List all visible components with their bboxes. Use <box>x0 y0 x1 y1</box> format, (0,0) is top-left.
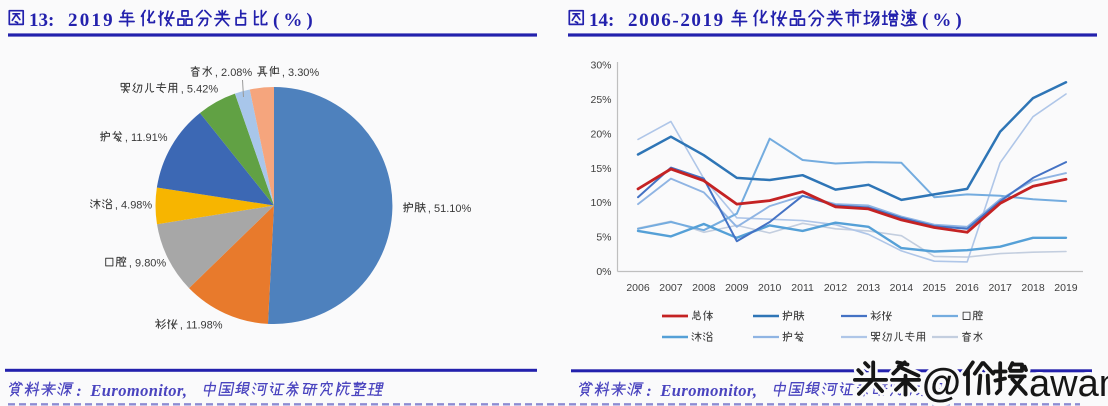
svg-text:2015: 2015 <box>923 282 947 294</box>
svg-text:, 3.30%: , 3.30% <box>282 67 320 79</box>
svg-text:, 4.98%: , 4.98% <box>115 199 153 211</box>
svg-text:2013: 2013 <box>857 282 881 294</box>
svg-text:30%: 30% <box>590 60 611 72</box>
svg-text:, 2.08%: , 2.08% <box>215 67 253 79</box>
svg-text:(%): (%) <box>922 10 966 31</box>
svg-text:2012: 2012 <box>824 282 848 294</box>
svg-text:25%: 25% <box>590 94 611 106</box>
svg-text:20%: 20% <box>590 128 611 140</box>
svg-text:2019: 2019 <box>68 10 115 31</box>
svg-text:Euromonitor,: Euromonitor, <box>89 381 187 400</box>
svg-text:2007: 2007 <box>659 282 683 294</box>
svg-text::: : <box>646 383 651 400</box>
svg-text:awang: awang <box>1029 363 1108 405</box>
svg-text::: : <box>76 383 81 400</box>
svg-text:2014: 2014 <box>890 282 914 294</box>
svg-text:14:: 14: <box>589 10 614 31</box>
svg-text:2011: 2011 <box>791 282 814 294</box>
svg-text:2019: 2019 <box>1054 282 1078 294</box>
svg-text:(%): (%) <box>273 10 317 31</box>
svg-text:13:: 13: <box>29 10 54 31</box>
svg-text:0%: 0% <box>596 266 611 278</box>
svg-text:, 9.80%: , 9.80% <box>129 257 167 269</box>
svg-text:2009: 2009 <box>725 282 749 294</box>
svg-text:2017: 2017 <box>988 282 1012 294</box>
svg-text:2006-2019: 2006-2019 <box>628 10 725 31</box>
svg-text:2018: 2018 <box>1021 282 1045 294</box>
svg-text:, 11.91%: , 11.91% <box>125 132 168 144</box>
svg-text:Euromonitor,: Euromonitor, <box>659 381 757 400</box>
svg-text:, 11.98%: , 11.98% <box>180 319 223 331</box>
svg-text:2008: 2008 <box>692 282 716 294</box>
svg-text:15%: 15% <box>590 163 611 175</box>
svg-text:, 51.10%: , 51.10% <box>428 203 472 215</box>
svg-text:, 5.42%: , 5.42% <box>181 83 219 95</box>
svg-text:5%: 5% <box>596 232 611 244</box>
svg-text:@: @ <box>922 361 961 405</box>
svg-text:10%: 10% <box>590 197 611 209</box>
svg-text:2016: 2016 <box>956 282 980 294</box>
svg-text:2006: 2006 <box>626 282 650 294</box>
svg-text:2010: 2010 <box>758 282 782 294</box>
